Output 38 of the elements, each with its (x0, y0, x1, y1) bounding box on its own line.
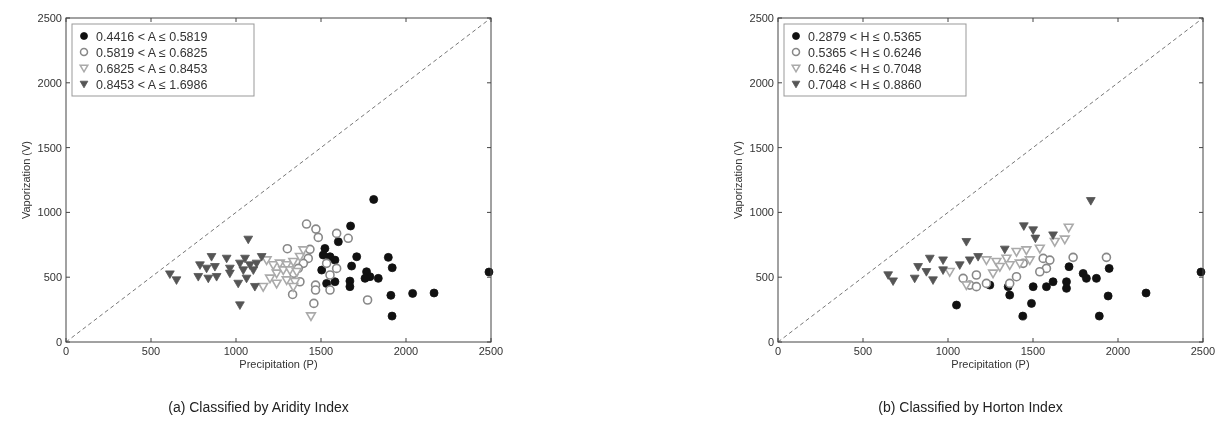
x-axis-title: Precipitation (P) (239, 358, 318, 370)
y-tick-label: 0 (55, 336, 62, 348)
y-tick-label: 1500 (749, 141, 774, 154)
x-tick-label: 0 (62, 345, 70, 357)
y-tick-label: 2500 (749, 12, 774, 24)
x-tick-label: 1000 (935, 345, 961, 357)
y-axis-title: Vaporization (V) (20, 140, 32, 220)
legend-label: 0.4416 < A ≤ 0.5819 (96, 29, 208, 44)
x-tick-label: 1500 (308, 345, 334, 357)
x-tick-label: 1000 (223, 345, 249, 357)
y-tick-label: 0 (767, 336, 774, 348)
text: (b) Classified by Horton Index (878, 399, 1063, 415)
legend-label: 0.5819 < A ≤ 0.6825 (96, 45, 208, 60)
legend-label: 0.8453 < A ≤ 1.6986 (96, 77, 208, 92)
text: (a) Classified by Aridity Index (168, 399, 349, 415)
x-tick-label: 2000 (393, 345, 419, 357)
x-tick-label: 2500 (1190, 345, 1216, 357)
legend-label: 0.6825 < A ≤ 0.8453 (96, 61, 208, 76)
legend-label: 0.5365 < H ≤ 0.6246 (808, 45, 922, 60)
legend-label: 0.6246 < H ≤ 0.7048 (808, 61, 922, 76)
x-axis-title: Precipitation (P) (951, 358, 1030, 370)
y-tick-label: 500 (43, 271, 62, 284)
x-tick-label: 500 (853, 345, 873, 357)
legend-label: 0.7048 < H ≤ 0.8860 (808, 77, 922, 92)
y-tick-label: 1000 (37, 206, 62, 219)
y-tick-label: 2500 (37, 12, 62, 24)
x-tick-label: 0 (774, 345, 782, 357)
legend-label: 0.2879 < H ≤ 0.5365 (808, 29, 922, 44)
x-tick-label: 1500 (1020, 345, 1046, 357)
x-tick-label: 2000 (1105, 345, 1131, 357)
y-axis-title: Vaporization (V) (732, 140, 744, 220)
y-tick-label: 2000 (37, 76, 62, 89)
y-tick-label: 500 (755, 271, 774, 284)
y-tick-label: 1500 (37, 141, 62, 154)
y-tick-label: 2000 (749, 76, 774, 89)
y-tick-label: 1000 (749, 206, 774, 219)
x-tick-label: 2500 (478, 345, 504, 357)
x-tick-label: 500 (141, 345, 161, 357)
